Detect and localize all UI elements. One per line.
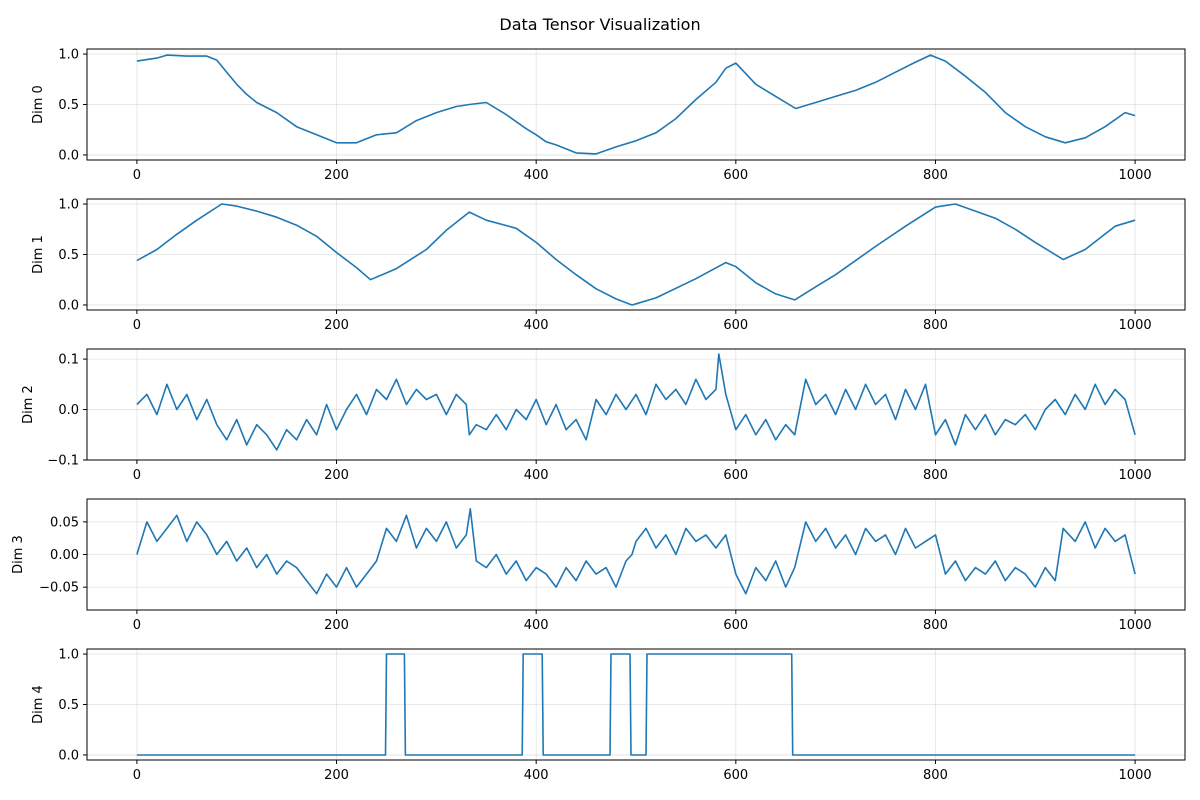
y-tick-label: 0.05 [50, 515, 79, 530]
y-axis-label: Dim 1 [31, 235, 46, 274]
x-tick-label: 0 [133, 318, 141, 333]
series-line-dim-2 [136, 353, 1136, 451]
panel-3: 0 200 400 600 800 1000 −0.05 0.00 0.05 Dim 3 [11, 498, 1186, 633]
y-tick-label: 0.00 [50, 548, 79, 563]
x-tick-label: 800 [923, 468, 948, 483]
x-tick-label: 600 [723, 168, 748, 183]
x-tick-label: 200 [324, 168, 349, 183]
x-tick-label: 800 [923, 618, 948, 633]
y-axis-label: Dim 3 [11, 535, 26, 574]
x-tick-label: 1000 [1119, 168, 1152, 183]
series-line-dim-3 [136, 507, 1136, 595]
x-tick-label: 600 [723, 618, 748, 633]
y-tick-label: 0.5 [58, 98, 79, 113]
series-line-dim-1 [136, 203, 1136, 306]
y-tick-label: 0.0 [58, 298, 79, 313]
y-axis-label: Dim 0 [31, 85, 46, 124]
axes-frame [86, 348, 1186, 461]
x-tick-label: 600 [723, 318, 748, 333]
x-tick-label: 1000 [1119, 768, 1152, 783]
x-tick-label: 200 [324, 768, 349, 783]
x-tick-label: 0 [133, 468, 141, 483]
x-tick-label: 600 [723, 768, 748, 783]
x-tick-label: 800 [923, 318, 948, 333]
x-tick-label: 200 [324, 468, 349, 483]
x-tick-label: 400 [524, 318, 549, 333]
y-tick-label: 0.0 [58, 148, 79, 163]
x-tick-label: 0 [133, 618, 141, 633]
x-tick-label: 200 [324, 318, 349, 333]
x-tick-label: 1000 [1119, 318, 1152, 333]
x-tick-label: 800 [923, 768, 948, 783]
y-tick-label: −0.05 [39, 581, 79, 596]
y-tick-label: 0.0 [58, 748, 79, 763]
x-tick-label: 400 [524, 468, 549, 483]
x-tick-label: 400 [524, 168, 549, 183]
x-tick-label: 1000 [1119, 468, 1152, 483]
series-line-dim-4 [136, 653, 1136, 756]
y-tick-label: 1.0 [58, 48, 79, 63]
y-tick-label: 0.5 [58, 248, 79, 263]
y-tick-label: 1.0 [58, 648, 79, 663]
x-tick-label: 400 [524, 618, 549, 633]
x-tick-label: 1000 [1119, 618, 1152, 633]
series-line-dim-0 [136, 54, 1136, 155]
y-tick-label: 1.0 [58, 198, 79, 213]
panels-group: 0 200 400 600 800 1000 0.0 0.5 1.0 Dim 0 0 200 400 60… [11, 48, 1186, 783]
y-tick-label: 0.0 [58, 403, 79, 418]
panel-4: 0 200 400 600 800 1000 0.0 0.5 1.0 Dim 4 [31, 648, 1186, 783]
panel-2: 0 200 400 600 800 1000 −0.1 0.0 0.1 Dim 2 [21, 348, 1186, 483]
y-tick-label: −0.1 [47, 454, 79, 469]
y-axis-label: Dim 2 [21, 385, 36, 424]
y-tick-label: 0.1 [58, 353, 79, 368]
x-tick-label: 200 [324, 618, 349, 633]
x-tick-label: 600 [723, 468, 748, 483]
panel-0: 0 200 400 600 800 1000 0.0 0.5 1.0 Dim 0 [31, 48, 1186, 183]
chart-title: Data Tensor Visualization [499, 15, 700, 34]
x-tick-label: 0 [133, 768, 141, 783]
x-tick-label: 400 [524, 768, 549, 783]
panel-1: 0 200 400 600 800 1000 0.0 0.5 1.0 Dim 1 [31, 198, 1186, 333]
y-axis-label: Dim 4 [31, 685, 46, 724]
x-tick-label: 0 [133, 168, 141, 183]
y-tick-label: 0.5 [58, 698, 79, 713]
x-tick-label: 800 [923, 168, 948, 183]
